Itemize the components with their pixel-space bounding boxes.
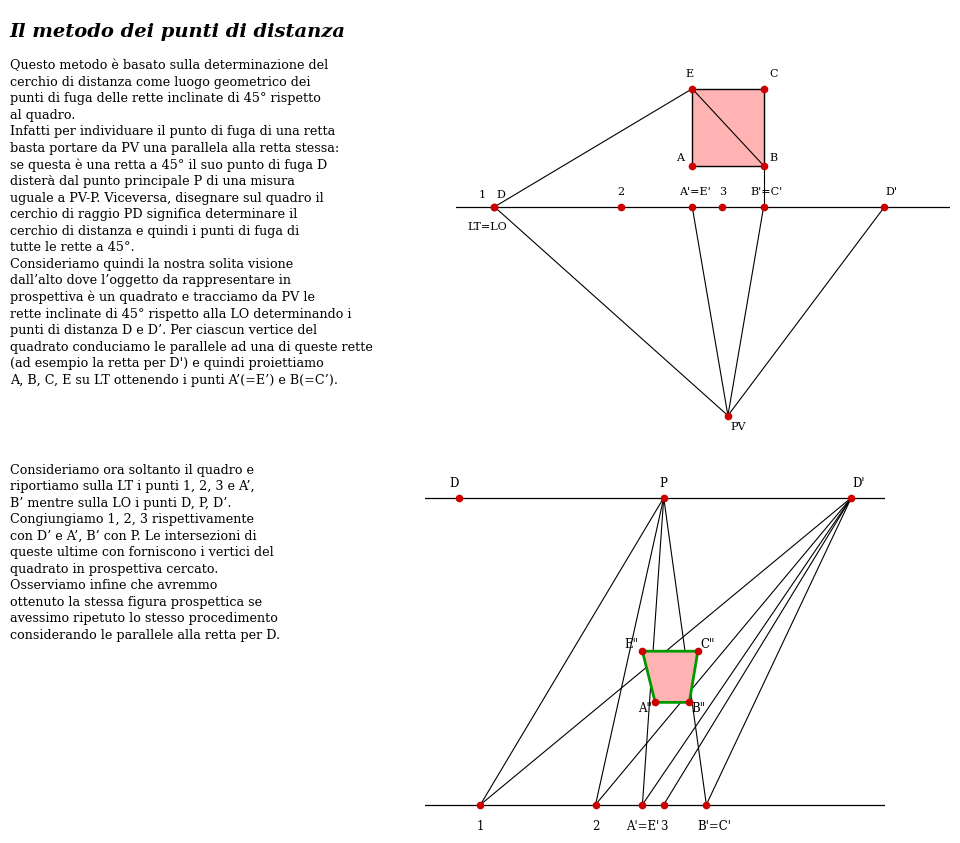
Text: PV: PV — [730, 422, 746, 432]
Text: Il metodo dei punti di distanza: Il metodo dei punti di distanza — [10, 23, 346, 40]
Text: B'=C': B'=C' — [697, 819, 731, 833]
Text: A: A — [676, 153, 684, 163]
Text: 2: 2 — [617, 187, 624, 197]
Text: B'=C': B'=C' — [751, 187, 782, 197]
Text: A": A" — [637, 702, 652, 715]
Text: Consideriamo ora soltanto il quadro e
riportiamo sulla LT i punti 1, 2, 3 e A’,
: Consideriamo ora soltanto il quadro e ri… — [10, 464, 279, 642]
Polygon shape — [692, 89, 763, 165]
Text: D': D' — [885, 187, 897, 197]
Text: C": C" — [700, 638, 714, 652]
Text: Questo metodo è basato sulla determinazione del
cerchio di distanza come luogo g: Questo metodo è basato sulla determinazi… — [10, 59, 372, 387]
Text: 2: 2 — [591, 819, 599, 833]
Text: D': D' — [852, 477, 865, 490]
Text: B": B" — [691, 702, 706, 715]
Text: E: E — [685, 69, 693, 79]
Text: B: B — [770, 153, 778, 163]
Text: 1: 1 — [477, 819, 484, 833]
Text: A'=E': A'=E' — [626, 819, 659, 833]
Text: D: D — [449, 477, 459, 490]
Text: 3: 3 — [719, 187, 726, 197]
Text: A'=E': A'=E' — [679, 187, 710, 197]
Text: LT=LO: LT=LO — [467, 223, 507, 232]
Text: D: D — [496, 191, 506, 201]
Text: 1: 1 — [479, 191, 486, 201]
Polygon shape — [642, 651, 698, 702]
Text: C: C — [769, 69, 778, 79]
Text: E": E" — [625, 638, 638, 652]
Text: 3: 3 — [660, 819, 667, 833]
Text: P: P — [660, 477, 667, 490]
